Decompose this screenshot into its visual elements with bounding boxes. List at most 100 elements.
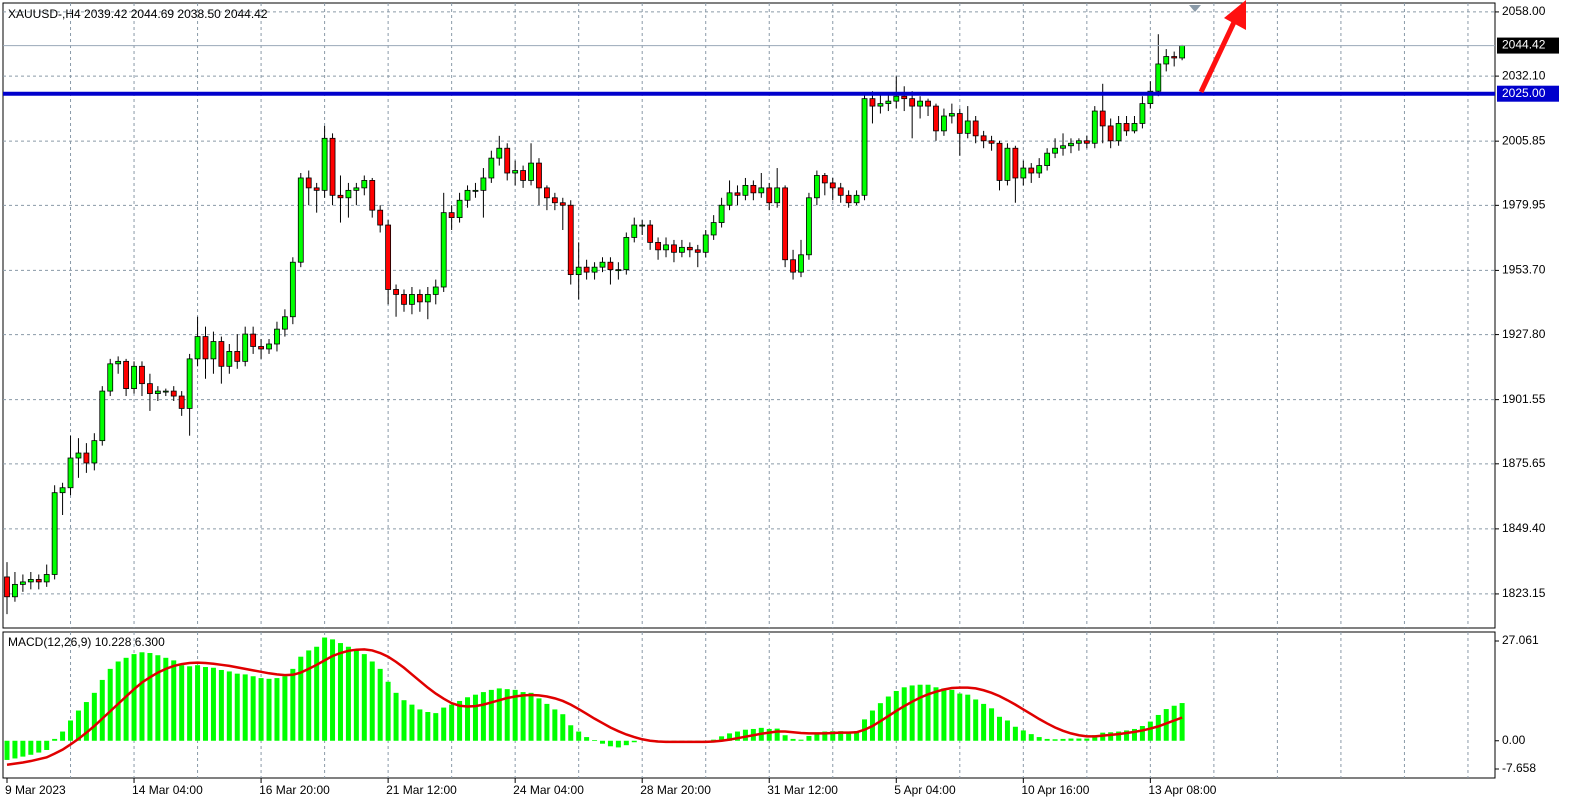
candle-body	[1020, 167, 1027, 179]
y-tick-label: 1875.65	[1502, 456, 1546, 470]
macd-bar	[830, 731, 836, 741]
candle-body	[1123, 123, 1130, 132]
candle-body	[806, 197, 812, 256]
macd-bar	[544, 703, 550, 741]
candle-body	[861, 98, 868, 196]
macd-bar	[782, 735, 788, 741]
macd-bar	[449, 704, 455, 741]
macd-bar	[457, 700, 463, 741]
candle-body	[313, 187, 320, 191]
y-tick-label: 2032.10	[1502, 68, 1546, 82]
candle-body	[647, 224, 654, 243]
macd-bar	[258, 678, 264, 741]
macd-bar	[290, 668, 296, 741]
candle-body	[1036, 165, 1043, 174]
y-tick-label: 2005.85	[1502, 133, 1546, 147]
candle-body	[361, 180, 368, 189]
macd-bar	[218, 669, 224, 741]
candle-body	[194, 336, 201, 360]
candle-body	[877, 103, 884, 107]
macd-bar	[274, 678, 280, 741]
candle-body	[250, 333, 257, 347]
macd-bar	[1084, 738, 1090, 741]
candle-body	[544, 187, 550, 199]
macd-bar	[1044, 738, 1050, 741]
candle-body	[607, 261, 614, 271]
candle-body	[107, 363, 114, 392]
macd-frame	[2, 631, 1496, 779]
candle-body	[1044, 152, 1051, 166]
candle-body	[623, 237, 630, 271]
main-frame	[2, 2, 1496, 629]
candle-body	[226, 351, 233, 367]
macd-bar	[719, 736, 725, 741]
y-tick-label: 1901.55	[1502, 392, 1546, 406]
macd-bar	[314, 646, 320, 741]
candle-body	[631, 224, 638, 238]
macd-bar	[480, 692, 486, 741]
y-tick-label: 1953.70	[1502, 263, 1546, 277]
macd-bar	[560, 714, 566, 741]
candle-body	[520, 170, 526, 181]
candle-body	[1004, 147, 1011, 181]
candle-body	[464, 189, 471, 201]
macd-bar	[893, 690, 899, 741]
candle-body	[75, 452, 82, 459]
macd-bar	[854, 731, 860, 741]
macd-bar	[957, 693, 963, 741]
candle-body	[996, 142, 1003, 181]
candle-body	[1099, 110, 1106, 127]
macd-bar	[1052, 739, 1058, 741]
macd-bar	[83, 702, 89, 741]
macd-bar	[1131, 728, 1137, 741]
candle-body	[12, 583, 18, 598]
candle-body	[1163, 56, 1170, 65]
candle-body	[377, 209, 384, 226]
candle-body	[448, 212, 455, 219]
candle-body	[941, 115, 947, 132]
candle-body	[186, 358, 193, 409]
candle-body	[885, 100, 892, 105]
macd-bar	[68, 720, 74, 741]
candle-body	[718, 204, 725, 223]
macd-bar	[52, 738, 58, 741]
candle-body	[4, 576, 10, 598]
macd-bar	[433, 713, 439, 741]
macd-bar	[838, 731, 844, 741]
macd-bar	[981, 703, 987, 741]
candle-body	[242, 333, 249, 362]
macd-bar	[576, 731, 582, 741]
arrow	[1198, 0, 1246, 94]
macd-bar	[1147, 721, 1153, 741]
candle-body	[488, 157, 495, 179]
candle-body	[821, 175, 828, 184]
macd-bar	[401, 700, 407, 741]
horizontal-line-box	[1497, 85, 1559, 102]
candle-body	[170, 390, 177, 397]
candle-body	[1012, 147, 1019, 179]
macd-bar	[997, 716, 1002, 741]
candle-body	[99, 390, 106, 442]
macd-bar	[115, 661, 121, 741]
macd-bar	[1076, 738, 1082, 741]
grid	[3, 3, 1495, 778]
macd-bar	[941, 688, 947, 741]
macd-bar	[552, 709, 558, 741]
candle-body	[702, 234, 709, 253]
candle-body	[409, 294, 415, 305]
candle-body	[679, 246, 685, 253]
macd-bar	[1139, 726, 1145, 741]
macd-bar	[917, 684, 923, 741]
candle-body	[297, 177, 304, 263]
macd-bar	[766, 728, 772, 741]
candle-body	[147, 383, 153, 394]
candle-body	[83, 452, 90, 464]
macd-bar	[727, 733, 733, 741]
candle-body	[671, 244, 677, 253]
macd-bar	[75, 710, 81, 741]
macd-bar	[322, 637, 328, 741]
candle-body	[353, 187, 360, 191]
candle-body	[19, 581, 26, 585]
candle-body	[925, 100, 931, 107]
y-tick-label: 1927.80	[1502, 327, 1546, 341]
